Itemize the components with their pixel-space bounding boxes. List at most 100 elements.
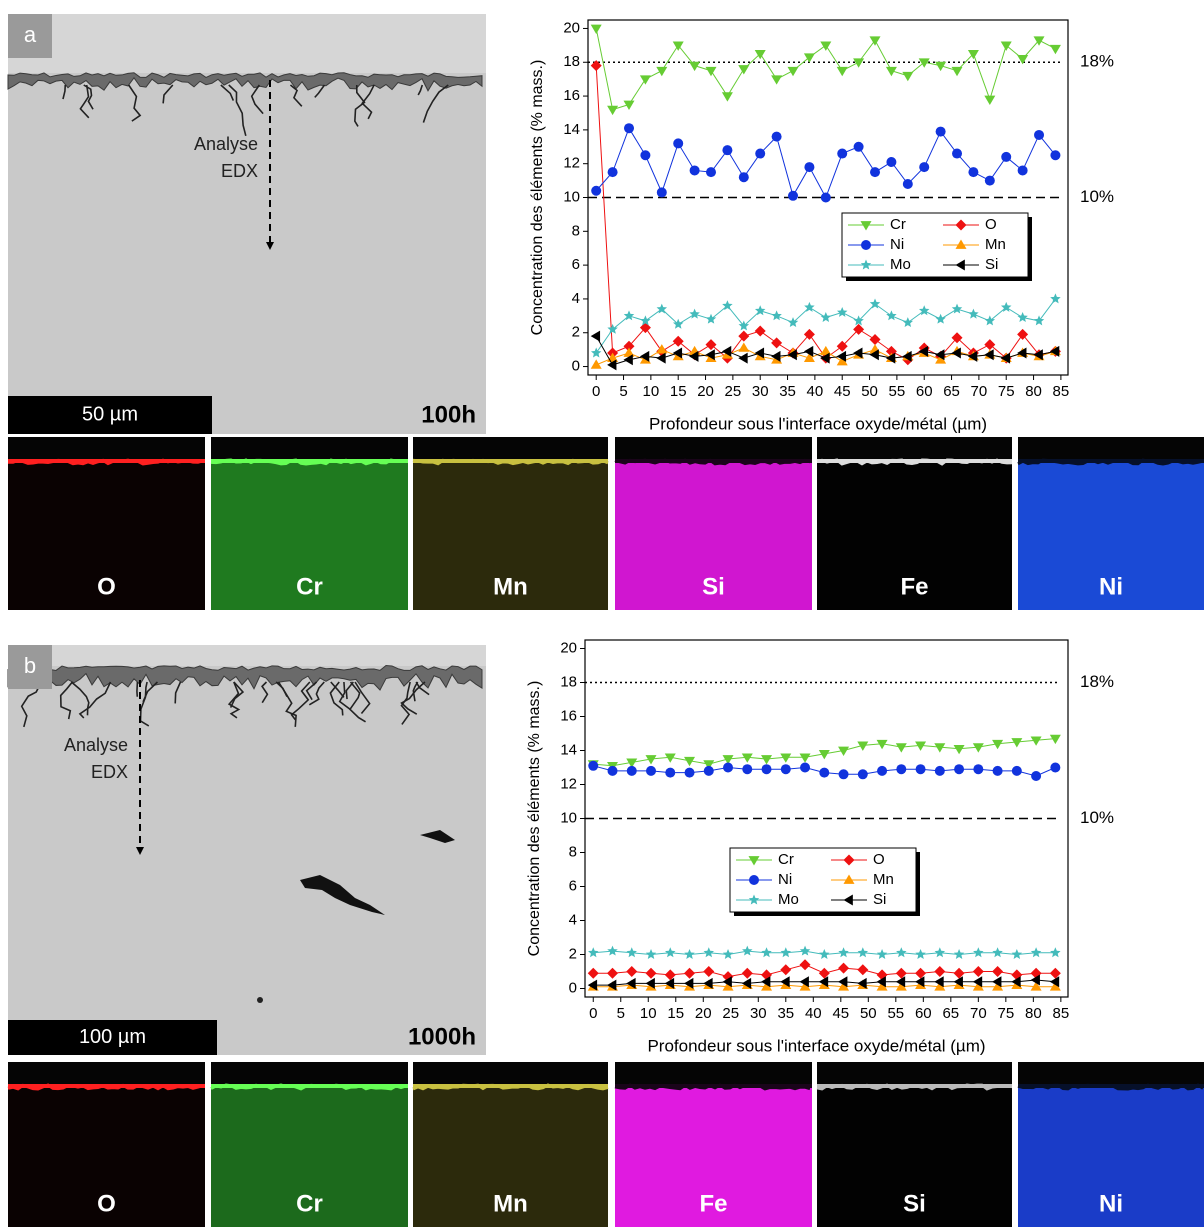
marker (1017, 312, 1028, 322)
edx-map-edge (210, 458, 407, 466)
marker (607, 765, 618, 776)
y-tick-label: 4 (569, 911, 577, 928)
marker (656, 303, 668, 314)
edx-map-above (413, 1062, 608, 1084)
marker (742, 945, 753, 956)
marker (738, 352, 748, 364)
marker (1030, 974, 1040, 986)
marker (953, 949, 965, 959)
y-axis-title: Concentration des éléments (% mass.) (529, 60, 546, 336)
marker (918, 58, 930, 68)
crack (59, 681, 73, 720)
edx-map-label: O (97, 573, 116, 600)
marker (838, 947, 849, 958)
marker (588, 947, 599, 958)
marker (626, 765, 637, 776)
marker (902, 178, 913, 189)
marker (1000, 41, 1012, 51)
legend-label: Mo (890, 256, 911, 273)
x-tick-label: 65 (942, 1005, 959, 1022)
marker (820, 41, 832, 51)
marker (788, 190, 799, 201)
y-tick-label: 6 (572, 256, 580, 273)
marker (590, 24, 602, 34)
marker (838, 976, 848, 988)
edx-map (211, 1062, 408, 1227)
marker (754, 325, 766, 337)
marker (804, 301, 815, 312)
x-tick-label: 60 (915, 1005, 932, 1022)
marker (703, 947, 715, 958)
annotation: Analyse (194, 134, 258, 154)
sem-mount (8, 645, 486, 666)
x-tick-label: 15 (667, 1005, 684, 1022)
marker (771, 75, 783, 85)
marker (877, 765, 888, 776)
crack (128, 84, 142, 122)
marker (818, 967, 830, 979)
marker (804, 162, 815, 173)
marker (972, 976, 983, 988)
marker (672, 335, 684, 347)
marker (780, 976, 790, 988)
edx-map (413, 437, 608, 610)
crack (174, 681, 182, 704)
x-tick-label: 0 (592, 383, 600, 400)
marker (590, 60, 602, 72)
crack (78, 681, 112, 719)
marker (590, 347, 602, 358)
marker (838, 769, 849, 780)
edx-map-label: O (97, 1190, 116, 1217)
marker (665, 947, 676, 958)
marker (590, 330, 601, 342)
void (420, 830, 455, 843)
oxide-layer (7, 72, 483, 92)
edx-map-above (817, 437, 1012, 459)
marker (820, 352, 830, 364)
legend-label: Si (873, 891, 886, 908)
legend-marker (955, 259, 965, 271)
crack (162, 84, 174, 104)
marker (968, 308, 979, 319)
marker (705, 66, 717, 77)
edx-map-edge (1017, 1083, 1204, 1091)
panel-label: b (24, 653, 36, 678)
legend-label: Ni (890, 236, 904, 253)
marker (780, 947, 792, 958)
arrow-head (136, 847, 144, 855)
marker (738, 342, 750, 352)
x-tick-label: 10 (643, 383, 660, 400)
x-tick-label: 15 (670, 383, 687, 400)
x-tick-label: 80 (1025, 1005, 1042, 1022)
marker (689, 61, 701, 72)
edx-map-label: Mn (493, 1190, 528, 1217)
legend-label: O (873, 851, 885, 868)
marker (656, 344, 668, 354)
marker (954, 764, 965, 775)
x-tick-label: 5 (619, 383, 627, 400)
crack (308, 681, 325, 706)
marker (623, 100, 635, 111)
y-tick-label: 18 (563, 53, 580, 70)
arrow-head (266, 242, 274, 250)
edx-map-edge (614, 458, 811, 466)
marker (771, 350, 781, 362)
edx-map-above (817, 1062, 1012, 1084)
edx-map-above (1018, 1062, 1204, 1084)
marker (853, 323, 865, 335)
marker (968, 167, 979, 178)
marker (799, 981, 811, 991)
marker (722, 300, 733, 311)
crack (330, 681, 345, 698)
edx-map-above (413, 437, 608, 459)
y-tick-label: 16 (560, 707, 577, 724)
scale-bar (8, 396, 212, 434)
marker (857, 947, 869, 958)
y-tick-label: 20 (563, 19, 580, 36)
legend-marker (843, 874, 855, 884)
marker (918, 305, 930, 316)
marker (951, 347, 961, 359)
marker (886, 157, 897, 167)
marker (915, 741, 927, 751)
marker (623, 310, 635, 321)
